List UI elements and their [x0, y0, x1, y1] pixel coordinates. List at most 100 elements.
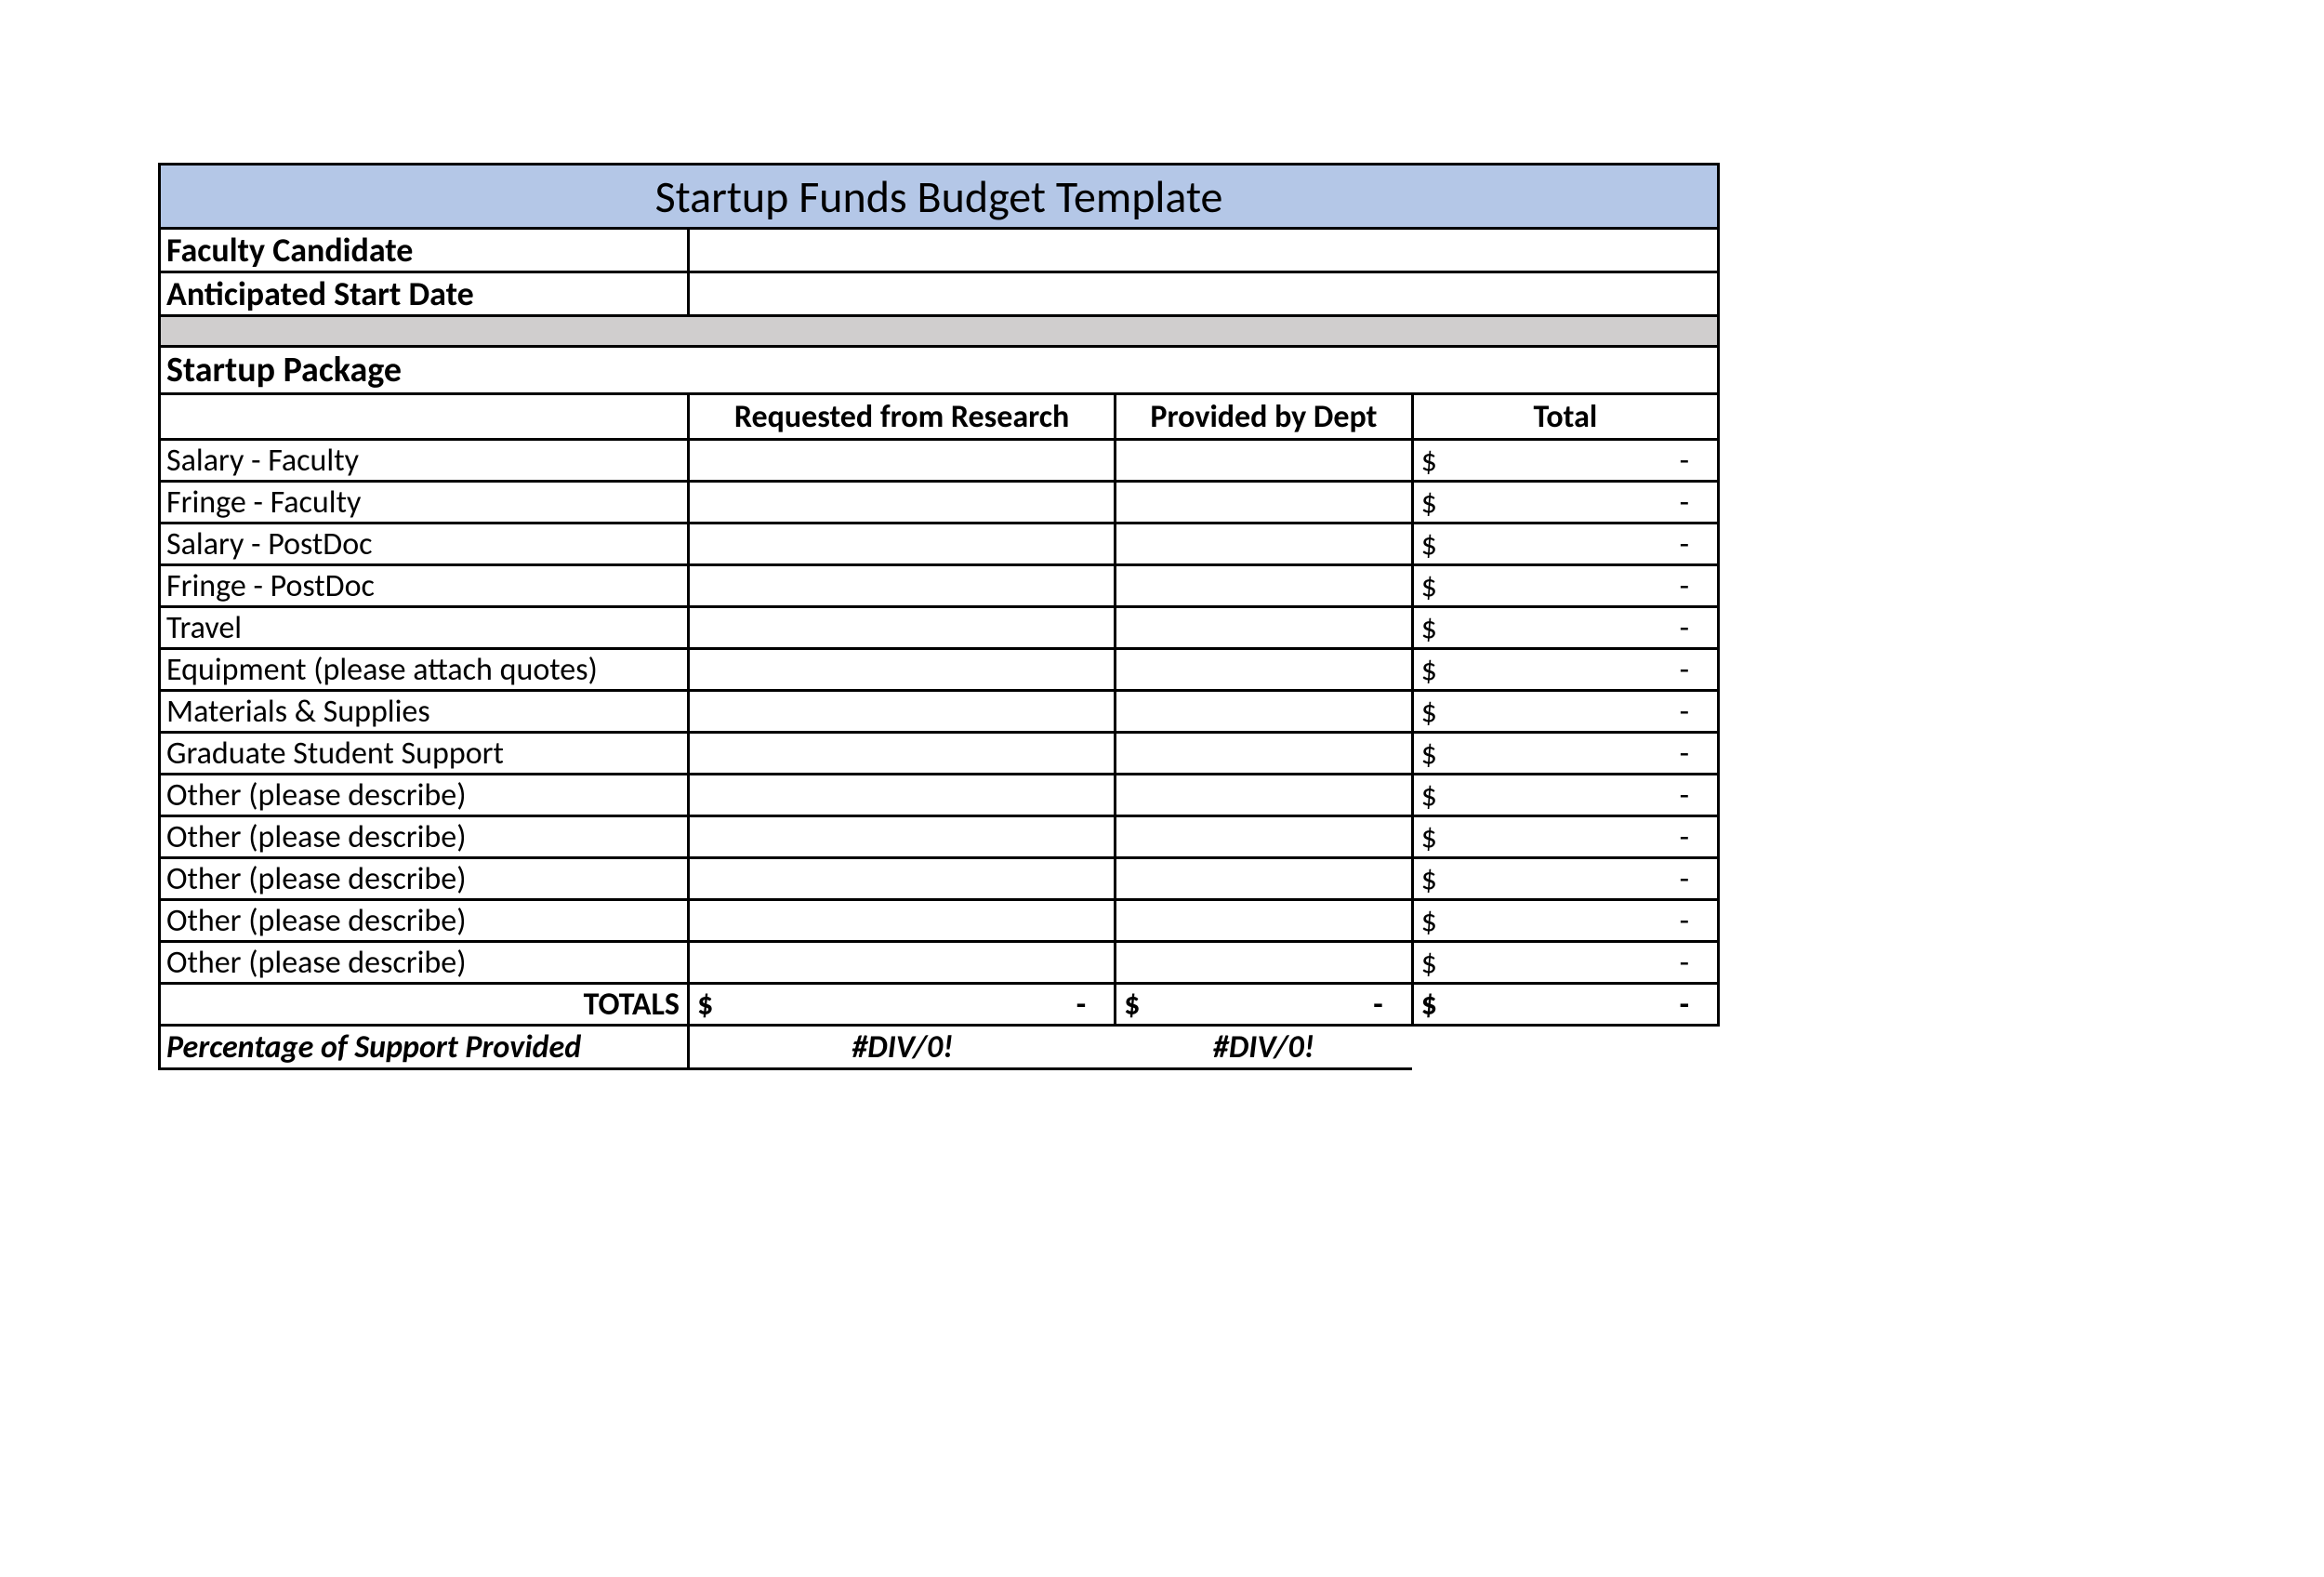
line-item-total: $-	[1412, 482, 1718, 523]
currency-symbol: $	[1421, 902, 1437, 940]
budget-table-container: Startup Funds Budget Template Faculty Ca…	[158, 163, 1720, 1070]
line-item-research[interactable]	[688, 775, 1115, 816]
line-item-dept[interactable]	[1116, 440, 1412, 482]
totals-dept: $ -	[1116, 984, 1412, 1026]
line-item-row: Fringe - Faculty$-	[160, 482, 1719, 523]
line-item-row: Materials & Supplies$-	[160, 691, 1719, 733]
line-item-label: Other (please describe)	[160, 858, 689, 900]
section-title: Startup Package	[160, 347, 1719, 394]
totals-total-value: -	[1680, 986, 1689, 1024]
line-item-total-value: -	[1680, 902, 1689, 940]
currency-symbol: $	[1421, 986, 1437, 1024]
table-title: Startup Funds Budget Template	[160, 165, 1719, 229]
line-item-row: Salary - PostDoc $-	[160, 523, 1719, 565]
line-item-dept[interactable]	[1116, 565, 1412, 607]
totals-dept-value: -	[1373, 986, 1382, 1024]
line-item-label: Other (please describe)	[160, 816, 689, 858]
percentage-label: Percentage of Support Provided	[160, 1026, 689, 1069]
line-item-research[interactable]	[688, 816, 1115, 858]
budget-table: Startup Funds Budget Template Faculty Ca…	[158, 163, 1720, 1070]
totals-research: $ -	[688, 984, 1115, 1026]
start-date-label: Anticipated Start Date	[160, 272, 689, 316]
line-item-dept[interactable]	[1116, 816, 1412, 858]
line-item-total-value: -	[1680, 609, 1689, 647]
line-item-dept[interactable]	[1116, 607, 1412, 649]
faculty-row: Faculty Candidate	[160, 229, 1719, 272]
line-item-total-value: -	[1680, 944, 1689, 982]
line-item-label: Other (please describe)	[160, 942, 689, 984]
line-item-research[interactable]	[688, 942, 1115, 984]
line-item-total-value: -	[1680, 776, 1689, 815]
line-item-research[interactable]	[688, 607, 1115, 649]
line-item-total-value: -	[1680, 693, 1689, 731]
line-item-dept[interactable]	[1116, 900, 1412, 942]
col-header-total: Total	[1412, 394, 1718, 440]
percentage-dept: #DIV/0!	[1116, 1026, 1412, 1069]
line-item-research[interactable]	[688, 733, 1115, 775]
line-item-label: Salary - PostDoc	[160, 523, 689, 565]
totals-label: TOTALS	[160, 984, 689, 1026]
line-item-total: $-	[1412, 523, 1718, 565]
line-item-row: Travel$-	[160, 607, 1719, 649]
currency-symbol: $	[1421, 484, 1437, 522]
currency-symbol: $	[1421, 609, 1437, 647]
line-item-row: Other (please describe)$-	[160, 775, 1719, 816]
line-item-total-value: -	[1680, 442, 1689, 480]
faculty-candidate-value[interactable]	[688, 229, 1718, 272]
currency-symbol: $	[1421, 651, 1437, 689]
currency-symbol: $	[1421, 944, 1437, 982]
line-item-dept[interactable]	[1116, 691, 1412, 733]
line-item-label: Travel	[160, 607, 689, 649]
col-header-item	[160, 394, 689, 440]
line-item-row: Salary - Faculty $-	[160, 440, 1719, 482]
section-title-row: Startup Package	[160, 347, 1719, 394]
line-item-row: Other (please describe)$-	[160, 900, 1719, 942]
line-item-total: $-	[1412, 649, 1718, 691]
line-item-total: $-	[1412, 816, 1718, 858]
line-item-research[interactable]	[688, 565, 1115, 607]
line-item-row: Other (please describe)$-	[160, 816, 1719, 858]
line-item-total-value: -	[1680, 651, 1689, 689]
currency-symbol: $	[1421, 818, 1437, 856]
line-item-dept[interactable]	[1116, 858, 1412, 900]
line-item-research[interactable]	[688, 523, 1115, 565]
line-item-research[interactable]	[688, 858, 1115, 900]
line-item-label: Graduate Student Support	[160, 733, 689, 775]
line-item-total: $-	[1412, 775, 1718, 816]
line-item-research[interactable]	[688, 440, 1115, 482]
line-item-total: $-	[1412, 691, 1718, 733]
line-item-label: Salary - Faculty	[160, 440, 689, 482]
currency-symbol: $	[1421, 693, 1437, 731]
line-item-row: Graduate Student Support $-	[160, 733, 1719, 775]
line-item-row: Fringe - PostDoc$-	[160, 565, 1719, 607]
line-item-total: $-	[1412, 733, 1718, 775]
line-item-total-value: -	[1680, 567, 1689, 605]
line-item-dept[interactable]	[1116, 942, 1412, 984]
line-item-research[interactable]	[688, 649, 1115, 691]
start-date-value[interactable]	[688, 272, 1718, 316]
currency-symbol: $	[1421, 567, 1437, 605]
line-item-total-value: -	[1680, 818, 1689, 856]
line-item-row: Other (please describe) $-	[160, 858, 1719, 900]
line-item-total: $-	[1412, 565, 1718, 607]
line-item-total: $-	[1412, 942, 1718, 984]
percentage-total	[1412, 1026, 1718, 1069]
line-item-dept[interactable]	[1116, 775, 1412, 816]
totals-research-value: -	[1076, 986, 1086, 1024]
line-item-dept[interactable]	[1116, 733, 1412, 775]
line-item-total: $-	[1412, 607, 1718, 649]
percentage-research: #DIV/0!	[688, 1026, 1115, 1069]
line-item-dept[interactable]	[1116, 649, 1412, 691]
line-item-research[interactable]	[688, 691, 1115, 733]
line-item-total: $-	[1412, 858, 1718, 900]
line-item-label: Fringe - Faculty	[160, 482, 689, 523]
line-item-total: $-	[1412, 900, 1718, 942]
title-row: Startup Funds Budget Template	[160, 165, 1719, 229]
line-item-dept[interactable]	[1116, 482, 1412, 523]
line-item-total-value: -	[1680, 484, 1689, 522]
page: Startup Funds Budget Template Faculty Ca…	[0, 0, 2324, 1577]
line-item-dept[interactable]	[1116, 523, 1412, 565]
line-item-research[interactable]	[688, 900, 1115, 942]
line-item-research[interactable]	[688, 482, 1115, 523]
line-item-total: $-	[1412, 440, 1718, 482]
